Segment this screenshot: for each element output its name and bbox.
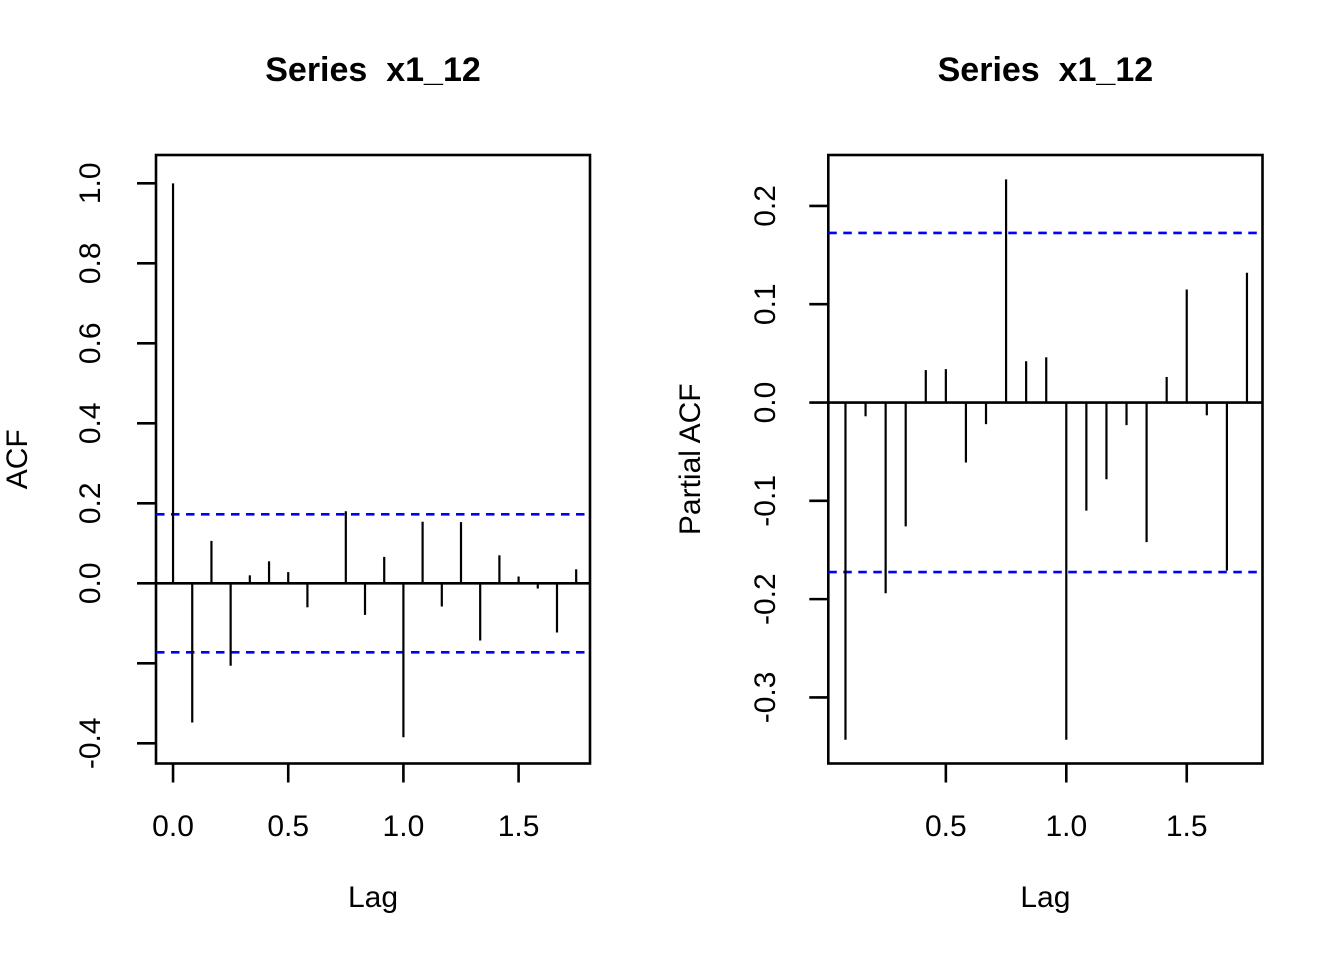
y-axis-label: ACF [1,429,34,489]
panel-acf: 0.0 0.5 1.0 1.5 1.0 0.8 0.6 0.4 0.2 0.0 -0.4 Series… [1,51,592,914]
y-tick-label: 0.2 [749,185,782,227]
panel-pacf: 0.5 1.0 1.5 0.2 0.1 0.0 -0.1 -0.2 -0.3 Series x1_… [674,51,1264,914]
plot-box [826,153,1264,765]
plot-title: Series x1_12 [938,51,1154,89]
x-tick-label: 0.0 [152,810,194,843]
y-tick-label: 0.4 [74,402,107,444]
plot-box [154,153,592,765]
plot-title: Series x1_12 [265,51,481,89]
y-tick-label: -0.2 [749,573,782,625]
x-tick-label: 1.5 [1166,810,1208,843]
y-axis-label: Partial ACF [674,383,707,535]
y-tick-label: 0.0 [749,382,782,424]
y-tick-label: 0.6 [74,322,107,364]
y-tick-label: -0.1 [749,475,782,527]
x-axis-label: Lag [348,881,398,914]
y-tick-label: -0.3 [749,672,782,724]
x-tick-label: 1.0 [1045,810,1087,843]
x-axis-label: Lag [1020,881,1070,914]
x-tick-label: 0.5 [267,810,309,843]
y-tick-label: 1.0 [74,162,107,204]
x-tick-label: 1.5 [498,810,540,843]
y-tick-label: 0.0 [74,562,107,604]
y-tick-label: 0.1 [749,283,782,325]
y-tick-label: -0.4 [74,717,107,769]
x-tick-label: 0.5 [925,810,967,843]
y-tick-label: 0.2 [74,482,107,524]
y-tick-label: 0.8 [74,242,107,284]
x-tick-label: 1.0 [383,810,425,843]
